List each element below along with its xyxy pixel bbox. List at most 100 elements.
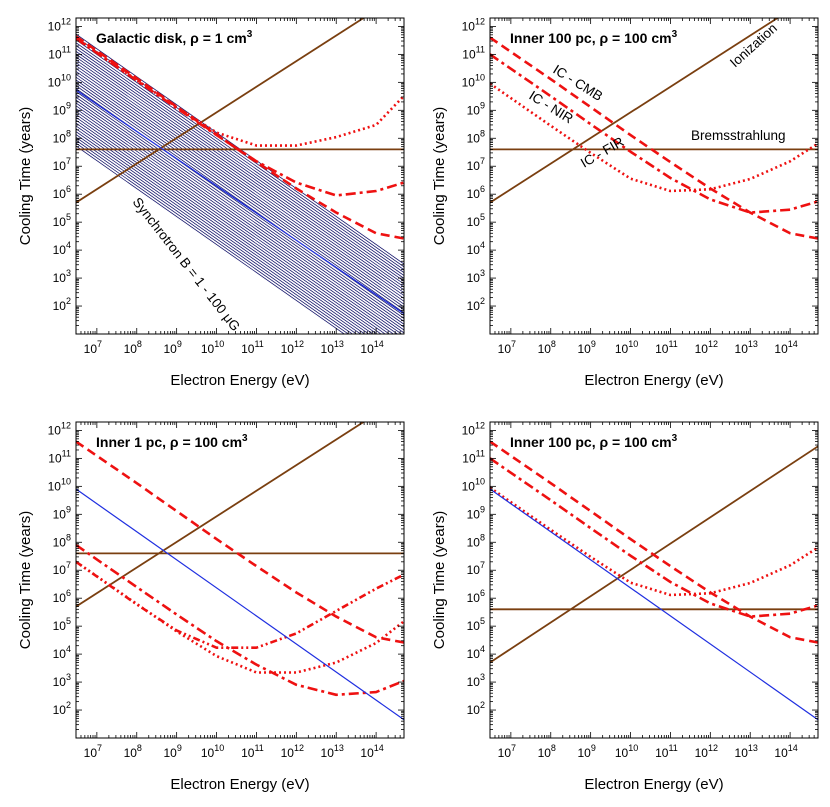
x-tick-label: 1013 bbox=[321, 743, 344, 760]
synchrotron-band-line bbox=[76, 62, 404, 294]
y-tick-label: 1012 bbox=[462, 420, 485, 437]
y-tick-label: 105 bbox=[53, 212, 71, 229]
series-ic-nir bbox=[490, 53, 818, 214]
curve-group bbox=[490, 18, 818, 240]
synchrotron-band-line bbox=[76, 42, 404, 273]
tick-group: 107 108 109 1010 1011 1012 1013 1014 102 103 104 10… bbox=[48, 16, 405, 356]
x-tick-label: 1010 bbox=[615, 339, 638, 356]
x-tick-label: 109 bbox=[163, 339, 181, 356]
plot-frame bbox=[75, 17, 405, 335]
synchrotron-band-line bbox=[76, 134, 362, 334]
y-tick-label: 107 bbox=[53, 156, 71, 173]
x-tick-label: 1011 bbox=[241, 339, 264, 356]
tick-group: 107 108 109 1010 1011 1012 1013 1014 102 103 104 10… bbox=[462, 420, 819, 760]
curve-group bbox=[76, 18, 404, 315]
x-axis-label: Electron Energy (eV) bbox=[170, 372, 309, 389]
synchrotron-band-line bbox=[76, 116, 386, 334]
synchrotron-band-line bbox=[76, 131, 366, 334]
x-tick-label: 108 bbox=[124, 339, 142, 356]
panel-title: Galactic disk, ρ = 1 cm3 bbox=[96, 29, 253, 46]
series-ic-extra bbox=[76, 560, 404, 649]
y-tick-label: 103 bbox=[53, 672, 71, 689]
synchrotron-band-line bbox=[76, 119, 382, 334]
y-tick-label: 106 bbox=[53, 184, 71, 201]
tick-group: 107 108 109 1010 1011 1012 1013 1014 102 103 104 10… bbox=[462, 16, 819, 356]
y-tick-label: 1010 bbox=[462, 72, 485, 89]
synchrotron-label: Synchrotron B = 1 - 100 μG bbox=[130, 195, 243, 334]
series-ic-cmb bbox=[490, 440, 818, 644]
y-tick-label: 103 bbox=[467, 672, 485, 689]
x-tick-label: 1011 bbox=[655, 743, 678, 760]
y-tick-label: 109 bbox=[467, 100, 485, 117]
panel-title: Inner 100 pc, ρ = 100 cm3 bbox=[510, 433, 678, 450]
x-tick-label: 1014 bbox=[774, 339, 797, 356]
y-tick-label: 106 bbox=[467, 184, 485, 201]
x-tick-label: 1012 bbox=[281, 743, 304, 760]
series-ionization bbox=[490, 18, 780, 204]
x-tick-label: 1013 bbox=[321, 339, 344, 356]
y-tick-label: 1010 bbox=[462, 476, 485, 493]
curve-group bbox=[490, 440, 818, 721]
synchrotron-band-line bbox=[76, 79, 404, 311]
synchrotron-band-line bbox=[76, 53, 404, 285]
x-tick-label: 1011 bbox=[241, 743, 264, 760]
y-tick-label: 108 bbox=[467, 532, 485, 549]
y-tick-label: 106 bbox=[53, 588, 71, 605]
y-tick-label: 108 bbox=[53, 128, 71, 145]
series-synchrotron bbox=[490, 488, 818, 721]
y-axis-label: Cooling Time (years) bbox=[17, 511, 34, 649]
y-tick-label: 106 bbox=[467, 588, 485, 605]
synchrotron-band-line bbox=[76, 99, 404, 331]
synchrotron-band-line bbox=[76, 39, 404, 271]
synchrotron-band-line bbox=[76, 91, 404, 322]
synchrotron-band-line bbox=[76, 73, 404, 305]
y-tick-label: 109 bbox=[53, 504, 71, 521]
x-tick-label: 107 bbox=[84, 743, 102, 760]
series-ic-fir bbox=[76, 36, 404, 147]
x-tick-label: 109 bbox=[163, 743, 181, 760]
y-tick-label: 1010 bbox=[48, 72, 71, 89]
y-tick-label: 107 bbox=[467, 156, 485, 173]
y-tick-label: 107 bbox=[53, 560, 71, 577]
y-tick-label: 109 bbox=[53, 100, 71, 117]
y-tick-label: 102 bbox=[467, 700, 485, 717]
plot-frame bbox=[489, 421, 819, 739]
x-tick-label: 1010 bbox=[201, 743, 224, 760]
y-tick-label: 1011 bbox=[462, 44, 485, 61]
series-ic-fir bbox=[490, 486, 818, 597]
y-tick-label: 1012 bbox=[462, 16, 485, 33]
series-ionization bbox=[76, 18, 366, 204]
series-ionization bbox=[76, 422, 366, 608]
x-tick-label: 1013 bbox=[735, 339, 758, 356]
panel-top-right: 107 108 109 1010 1011 1012 1013 1014 102 103 104 10… bbox=[431, 16, 819, 389]
x-tick-label: 108 bbox=[538, 743, 556, 760]
y-tick-label: 109 bbox=[467, 504, 485, 521]
y-axis-label: Cooling Time (years) bbox=[431, 511, 448, 649]
y-tick-label: 108 bbox=[467, 128, 485, 145]
y-tick-label: 102 bbox=[53, 700, 71, 717]
synchrotron-band-line bbox=[76, 85, 404, 316]
y-tick-label: 104 bbox=[53, 644, 71, 661]
panel-title: Inner 1 pc, ρ = 100 cm3 bbox=[96, 433, 248, 450]
synchrotron-band-line bbox=[76, 137, 358, 334]
series-ic-nir bbox=[76, 543, 404, 697]
x-tick-label: 1013 bbox=[735, 743, 758, 760]
x-axis-label: Electron Energy (eV) bbox=[584, 776, 723, 793]
synchrotron-band-line bbox=[76, 142, 350, 334]
synchrotron-band-line bbox=[76, 114, 390, 334]
synchrotron-band bbox=[76, 33, 404, 334]
synchrotron-band-line bbox=[76, 59, 404, 291]
y-tick-label: 1010 bbox=[48, 476, 71, 493]
series-synchrotron bbox=[76, 488, 404, 721]
synchrotron-band-line bbox=[76, 96, 404, 328]
synchrotron-band-line bbox=[76, 68, 404, 299]
x-axis-label: Electron Energy (eV) bbox=[584, 372, 723, 389]
panel-top-left: 107 108 109 1010 1011 1012 1013 1014 102 103 104 10… bbox=[17, 16, 405, 389]
synchrotron-band-line bbox=[76, 111, 395, 334]
plot-frame bbox=[75, 421, 405, 739]
plot-frame bbox=[489, 17, 819, 335]
tick-group: 107 108 109 1010 1011 1012 1013 1014 102 103 104 10… bbox=[48, 420, 405, 760]
y-tick-label: 102 bbox=[467, 296, 485, 313]
annotation-ic-fir: IC - FIR bbox=[578, 134, 627, 171]
